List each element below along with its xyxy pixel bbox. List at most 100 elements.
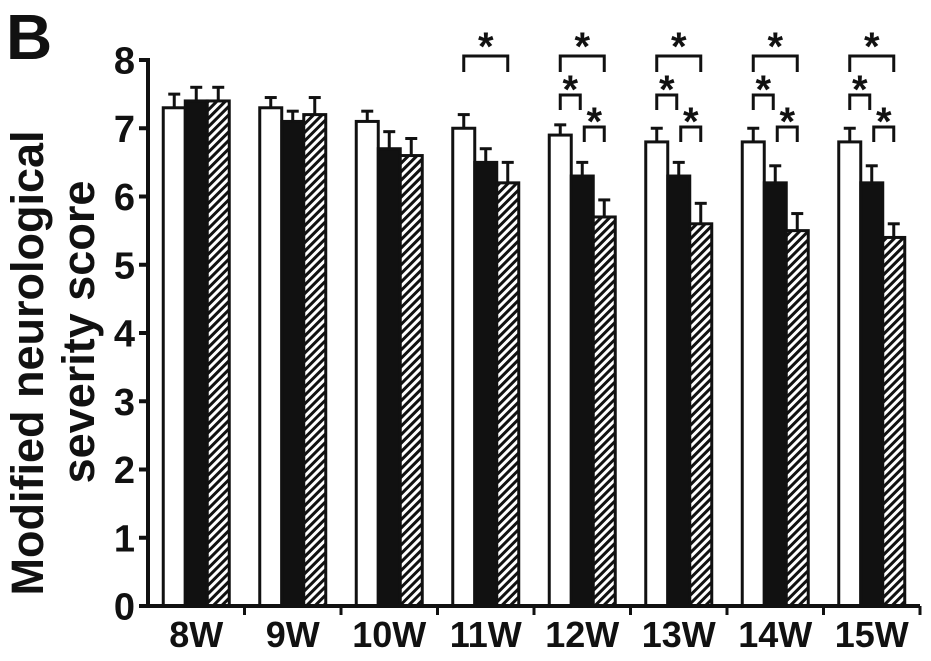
error-bar bbox=[747, 126, 760, 142]
error-bar bbox=[308, 96, 321, 115]
bar-series-2 bbox=[376, 147, 402, 608]
significance-bracket bbox=[655, 93, 679, 110]
bar-series-2 bbox=[762, 181, 788, 608]
bar-series-1 bbox=[161, 106, 187, 608]
significance-comparison: * bbox=[848, 68, 872, 112]
significance-comparison: * bbox=[558, 68, 582, 112]
bar-series-3 bbox=[881, 235, 907, 608]
significance-star: * bbox=[562, 68, 578, 112]
x-tick-label: 12W bbox=[545, 614, 619, 655]
bar-series-1 bbox=[547, 133, 573, 608]
y-axis-label-line-2: severity score bbox=[53, 181, 104, 484]
y-tick-label: 6 bbox=[114, 177, 135, 219]
significance-bracket bbox=[558, 93, 582, 110]
bars bbox=[161, 99, 907, 608]
y-tick-label: 5 bbox=[114, 245, 135, 287]
y-tick-label: 3 bbox=[114, 382, 135, 424]
bar-series-2 bbox=[666, 174, 692, 608]
error-bar bbox=[791, 212, 804, 231]
bar-series-3 bbox=[398, 154, 424, 608]
bar-series-2 bbox=[280, 119, 306, 608]
significance-bracket bbox=[848, 54, 896, 72]
error-bar bbox=[190, 85, 203, 101]
error-bar bbox=[843, 126, 856, 142]
error-bar bbox=[501, 160, 514, 183]
bar-series-2 bbox=[183, 99, 209, 608]
bar-series-3 bbox=[591, 215, 617, 608]
error-bar bbox=[598, 198, 611, 217]
x-tick-label: 8W bbox=[169, 614, 223, 655]
error-bar bbox=[554, 123, 567, 136]
bar-series-2 bbox=[569, 174, 595, 608]
y-axis-label-line-1: Modified neurological bbox=[2, 130, 53, 595]
significance-bracket bbox=[655, 54, 703, 72]
error-bars bbox=[168, 85, 900, 238]
x-tick-label: 14W bbox=[738, 614, 812, 655]
significance-star: * bbox=[478, 25, 494, 69]
error-bar bbox=[168, 92, 181, 108]
y-tick-label: 8 bbox=[114, 41, 135, 83]
x-tick-label: 9W bbox=[266, 614, 320, 655]
error-bar bbox=[694, 201, 707, 224]
bar-series-2 bbox=[473, 160, 499, 608]
error-bar bbox=[576, 160, 589, 177]
error-bar bbox=[212, 85, 225, 101]
error-bar bbox=[650, 126, 663, 142]
significance-bracket bbox=[582, 125, 606, 142]
significance-star: * bbox=[683, 100, 699, 144]
significance-comparison: * bbox=[462, 25, 510, 72]
y-tick-label: 7 bbox=[114, 109, 135, 151]
significance-comparison: * bbox=[679, 100, 703, 144]
error-bar bbox=[361, 109, 374, 122]
bar-series-3 bbox=[688, 222, 714, 608]
error-bar bbox=[405, 136, 418, 156]
error-bar bbox=[887, 222, 900, 238]
error-bar bbox=[479, 147, 492, 163]
bar-series-1 bbox=[258, 106, 284, 608]
significance-bracket bbox=[679, 125, 703, 142]
significance-star: * bbox=[586, 100, 602, 144]
significance-comparison: * bbox=[558, 25, 606, 72]
significance-star: * bbox=[767, 25, 783, 69]
significance-bracket bbox=[775, 125, 799, 142]
error-bar bbox=[457, 113, 470, 129]
error-bar bbox=[865, 164, 878, 183]
bar-series-3 bbox=[205, 99, 231, 608]
significance-star: * bbox=[779, 100, 795, 144]
x-tick-label: 11W bbox=[450, 614, 522, 655]
significance-markers: * ************ bbox=[462, 25, 896, 144]
bar-series-3 bbox=[302, 113, 328, 608]
significance-comparison: * bbox=[848, 25, 896, 72]
significance-star: * bbox=[864, 25, 880, 69]
significance-comparison: * bbox=[872, 100, 896, 144]
y-tick-label: 0 bbox=[114, 587, 135, 629]
significance-star: * bbox=[755, 68, 771, 112]
significance-comparison: * bbox=[655, 68, 679, 112]
significance-bracket bbox=[751, 93, 775, 110]
significance-comparison: * bbox=[655, 25, 703, 72]
bar-series-3 bbox=[495, 181, 521, 608]
significance-bracket bbox=[462, 54, 510, 72]
error-bar bbox=[286, 109, 299, 122]
error-bar bbox=[672, 160, 685, 177]
significance-star: * bbox=[659, 68, 675, 112]
x-tick-label: 13W bbox=[642, 614, 716, 655]
bar-series-1 bbox=[354, 119, 380, 608]
error-bar bbox=[383, 130, 396, 149]
significance-comparison: * bbox=[751, 68, 775, 112]
significance-comparison: * bbox=[582, 100, 606, 144]
bar-series-2 bbox=[859, 181, 885, 608]
significance-star: * bbox=[574, 25, 590, 69]
bar-series-1 bbox=[837, 140, 863, 608]
x-tick-label: 15W bbox=[835, 614, 909, 655]
significance-bracket bbox=[872, 125, 896, 142]
y-tick-label: 2 bbox=[114, 450, 135, 492]
significance-bracket bbox=[848, 93, 872, 110]
significance-star: * bbox=[671, 25, 687, 69]
bar-series-1 bbox=[644, 140, 670, 608]
error-bar bbox=[264, 96, 277, 108]
panel-label: B bbox=[6, 1, 52, 73]
y-axis: 0 1 2 3 4 5 6 7 8 bbox=[114, 41, 150, 629]
error-bar bbox=[769, 164, 782, 183]
